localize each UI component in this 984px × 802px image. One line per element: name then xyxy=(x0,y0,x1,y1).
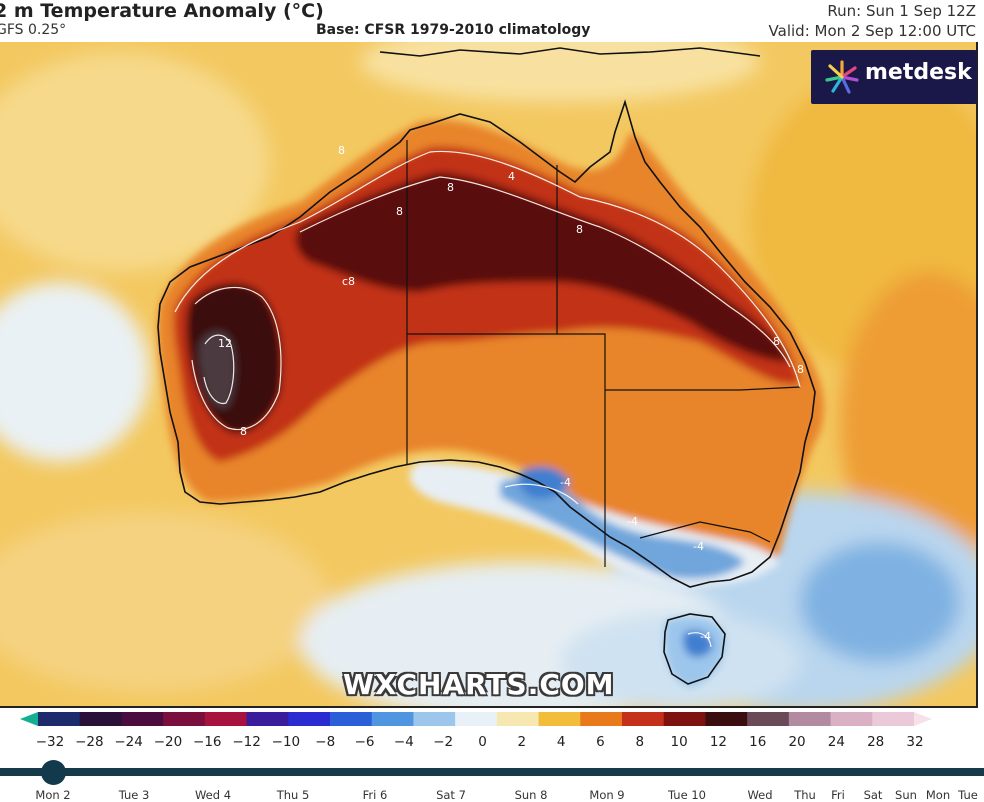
scale-segment xyxy=(830,712,873,726)
scale-label: −2 xyxy=(433,734,454,750)
scale-label: −8 xyxy=(315,734,336,750)
timeline-day-label[interactable]: Sat xyxy=(863,788,883,802)
timeline-day-label[interactable]: Tue 10 xyxy=(668,788,706,802)
scale-label: 4 xyxy=(556,734,566,750)
scale-segment xyxy=(788,712,832,726)
scale-label: −10 xyxy=(271,734,301,750)
timeline-day-label[interactable]: Wed 4 xyxy=(194,788,232,802)
scale-segment xyxy=(622,712,665,726)
chart-header: 2 m Temperature Anomaly (°C) GFS 0.25° B… xyxy=(0,0,984,42)
color-scale-labels: −32 −28 −24 −20 −16 −12 −10 −8 −6 −4 −2 0 2 4 6 8 10 12 16… xyxy=(0,734,984,752)
scale-segment xyxy=(121,712,164,726)
temperature-anomaly-map[interactable]: 8 8 8 8 8 12 8 8 c8 4 -4 -4 -4 -4 xyxy=(0,42,978,708)
scale-label: −4 xyxy=(393,734,414,750)
timeline-day-label[interactable]: Tue 3 xyxy=(118,788,150,802)
scale-segment xyxy=(38,712,81,726)
scale-label: 24 xyxy=(827,734,845,750)
scale-label: −24 xyxy=(114,734,143,750)
tasmania-anomaly xyxy=(664,617,726,687)
contour-label: 8 xyxy=(576,223,583,236)
scale-label: −6 xyxy=(354,734,375,750)
model-label: GFS 0.25° xyxy=(0,22,67,38)
scale-arrow-high xyxy=(914,712,932,726)
state-borders xyxy=(406,140,801,567)
scale-label: 32 xyxy=(906,734,924,750)
contour-label: 8 xyxy=(797,363,804,376)
scale-segment xyxy=(371,712,414,726)
timeline-day-label[interactable]: Tue xyxy=(958,788,978,802)
timeline-day-label[interactable]: Thu 5 xyxy=(276,788,310,802)
climatology-base-label: Base: CFSR 1979-2010 climatology xyxy=(316,22,591,38)
contour-label: 8 xyxy=(396,205,403,218)
scale-label: 28 xyxy=(867,734,885,750)
timeline-day-label[interactable]: Thu xyxy=(794,788,816,802)
scale-segment xyxy=(163,712,206,726)
contour-label: 8 xyxy=(447,181,454,194)
contour-labels: 8 8 8 8 8 12 8 8 c8 4 -4 -4 -4 -4 xyxy=(218,144,804,643)
scale-segment xyxy=(538,712,581,726)
color-scale-bar xyxy=(20,712,932,726)
contour-label: 8 xyxy=(338,144,345,157)
map-canvas: 8 8 8 8 8 12 8 8 c8 4 -4 -4 -4 -4 xyxy=(0,42,976,706)
contour-label: -4 xyxy=(627,515,638,528)
scale-label: 6 xyxy=(596,734,605,750)
scale-segment xyxy=(79,712,122,726)
timeline-day-label[interactable]: Mon xyxy=(925,788,951,802)
contour-lines xyxy=(174,150,801,648)
contour-label: -4 xyxy=(560,476,571,489)
scale-label: 8 xyxy=(635,734,645,750)
wxcharts-watermark: WXCHARTS.COM xyxy=(343,668,615,701)
scale-label: −12 xyxy=(232,734,261,750)
timeline-day-label[interactable]: Sun xyxy=(895,788,917,802)
scale-segment xyxy=(705,712,748,726)
valid-time-label: Valid: Mon 2 Sep 12:00 UTC xyxy=(768,22,976,40)
scale-label: 12 xyxy=(709,734,727,750)
scale-segment xyxy=(455,712,498,726)
scale-label: 2 xyxy=(517,734,527,750)
timeline-day-label[interactable]: Wed xyxy=(747,788,773,802)
timeline-day-label[interactable]: Mon 2 xyxy=(35,788,71,802)
contour-label: 8 xyxy=(240,425,247,438)
scale-label: 10 xyxy=(670,734,688,750)
contour-label: 4 xyxy=(508,170,515,183)
scale-label: −28 xyxy=(75,734,104,750)
timeline-day-labels: Mon 2 Tue 3 Wed 4 Thu 5 Fri 6 Sat 7 Sun 8 Mon 9… xyxy=(0,788,984,802)
timeline-track[interactable] xyxy=(0,768,984,776)
timeline-day-label[interactable]: Sun 8 xyxy=(514,788,548,802)
metdesk-logo-text: metdesk xyxy=(865,60,972,85)
timeline-day-label[interactable]: Fri 6 xyxy=(362,788,388,802)
contour-label: -4 xyxy=(700,630,711,643)
scale-segment xyxy=(663,712,706,726)
metdesk-star-icon xyxy=(825,60,859,94)
scale-label: −20 xyxy=(153,734,183,750)
scale-label: −32 xyxy=(35,734,65,750)
timeline-day-label[interactable]: Fri xyxy=(831,788,845,802)
scale-segment xyxy=(580,712,623,726)
timeline-slider-handle[interactable] xyxy=(41,760,66,785)
scale-segment xyxy=(413,712,456,726)
scale-segment xyxy=(872,712,915,726)
contour-label: 12 xyxy=(218,337,232,350)
run-time-label: Run: Sun 1 Sep 12Z xyxy=(827,2,976,20)
scale-segment xyxy=(246,712,289,726)
timeline-day-label[interactable]: Sat 7 xyxy=(436,788,466,802)
scale-label: 20 xyxy=(788,734,806,750)
scale-label: 0 xyxy=(478,734,487,750)
chart-title: 2 m Temperature Anomaly (°C) xyxy=(0,0,324,22)
timeline-day-label[interactable]: Mon 9 xyxy=(589,788,625,802)
scale-segment xyxy=(288,712,331,726)
contour-label: -4 xyxy=(693,540,704,553)
contour-label: 8 xyxy=(773,335,780,348)
scale-label: −16 xyxy=(193,734,222,750)
scale-segment xyxy=(747,712,790,726)
scale-label: 16 xyxy=(749,734,767,750)
scale-segment xyxy=(204,712,248,726)
scale-segment xyxy=(496,712,540,726)
coastlines xyxy=(157,47,816,685)
scale-segment xyxy=(330,712,373,726)
scale-arrow-low xyxy=(20,712,38,726)
contour-label: c8 xyxy=(342,275,355,288)
metdesk-logo: metdesk xyxy=(811,50,977,104)
